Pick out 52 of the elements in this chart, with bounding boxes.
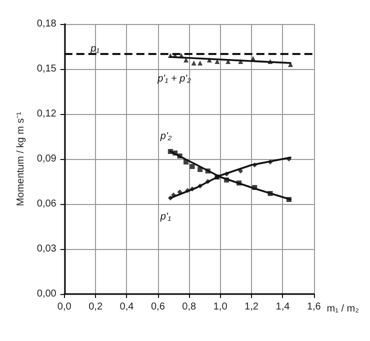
y-tick-label: 0,06 [36, 198, 57, 210]
y-tick-label: 0,03 [36, 244, 57, 254]
x-tick-label: 1,4 [276, 302, 290, 312]
point [190, 186, 195, 192]
point [184, 160, 189, 164]
x-tick-label: 0,8 [182, 302, 197, 312]
point [177, 154, 182, 158]
point [168, 196, 173, 200]
point [268, 191, 273, 196]
y-tick-label: 0,18 [36, 18, 57, 30]
point [224, 172, 230, 176]
point [198, 60, 203, 66]
point [286, 156, 292, 162]
point [252, 162, 258, 168]
point [168, 53, 173, 58]
point [250, 56, 256, 61]
point [190, 164, 195, 169]
x-tick-label: 0,0 [57, 302, 72, 312]
y-axis-title: Momentum / kg m s⁻¹ [16, 111, 26, 206]
y-tick-label: 0,09 [36, 154, 57, 164]
point [252, 185, 258, 190]
point [177, 190, 182, 194]
point [172, 150, 178, 156]
x-tick-label: 1,2 [244, 302, 259, 312]
point [205, 179, 210, 184]
x-tick-label: 0,6 [150, 302, 166, 312]
annotation: p₁ [90, 44, 100, 54]
x-tick-label: 1,6 [306, 302, 322, 312]
annotation: p'₂ [159, 131, 172, 142]
point [206, 58, 212, 62]
y-tick-label: 0,15 [36, 64, 57, 74]
y-tick-label: 0,00 [36, 288, 57, 300]
point [268, 59, 273, 64]
point [236, 180, 242, 186]
annotation: p'₁ [159, 212, 172, 222]
point [288, 62, 294, 67]
point [198, 167, 203, 172]
x-axis-title: m₁ / m₂ [326, 304, 360, 314]
point [238, 168, 244, 174]
point [198, 184, 203, 188]
point [191, 60, 196, 66]
point [268, 160, 273, 164]
point [238, 59, 244, 64]
x-tick-label: 0,2 [88, 302, 103, 312]
point [224, 178, 230, 182]
point [205, 168, 210, 174]
point [286, 197, 292, 202]
x-tick-label: 1,0 [213, 302, 228, 312]
point [168, 149, 173, 154]
annotation: p'₁ + p'₂ [156, 74, 192, 84]
y-tick-label: 0,12 [36, 108, 57, 120]
x-tick-label: 0,4 [120, 302, 134, 312]
